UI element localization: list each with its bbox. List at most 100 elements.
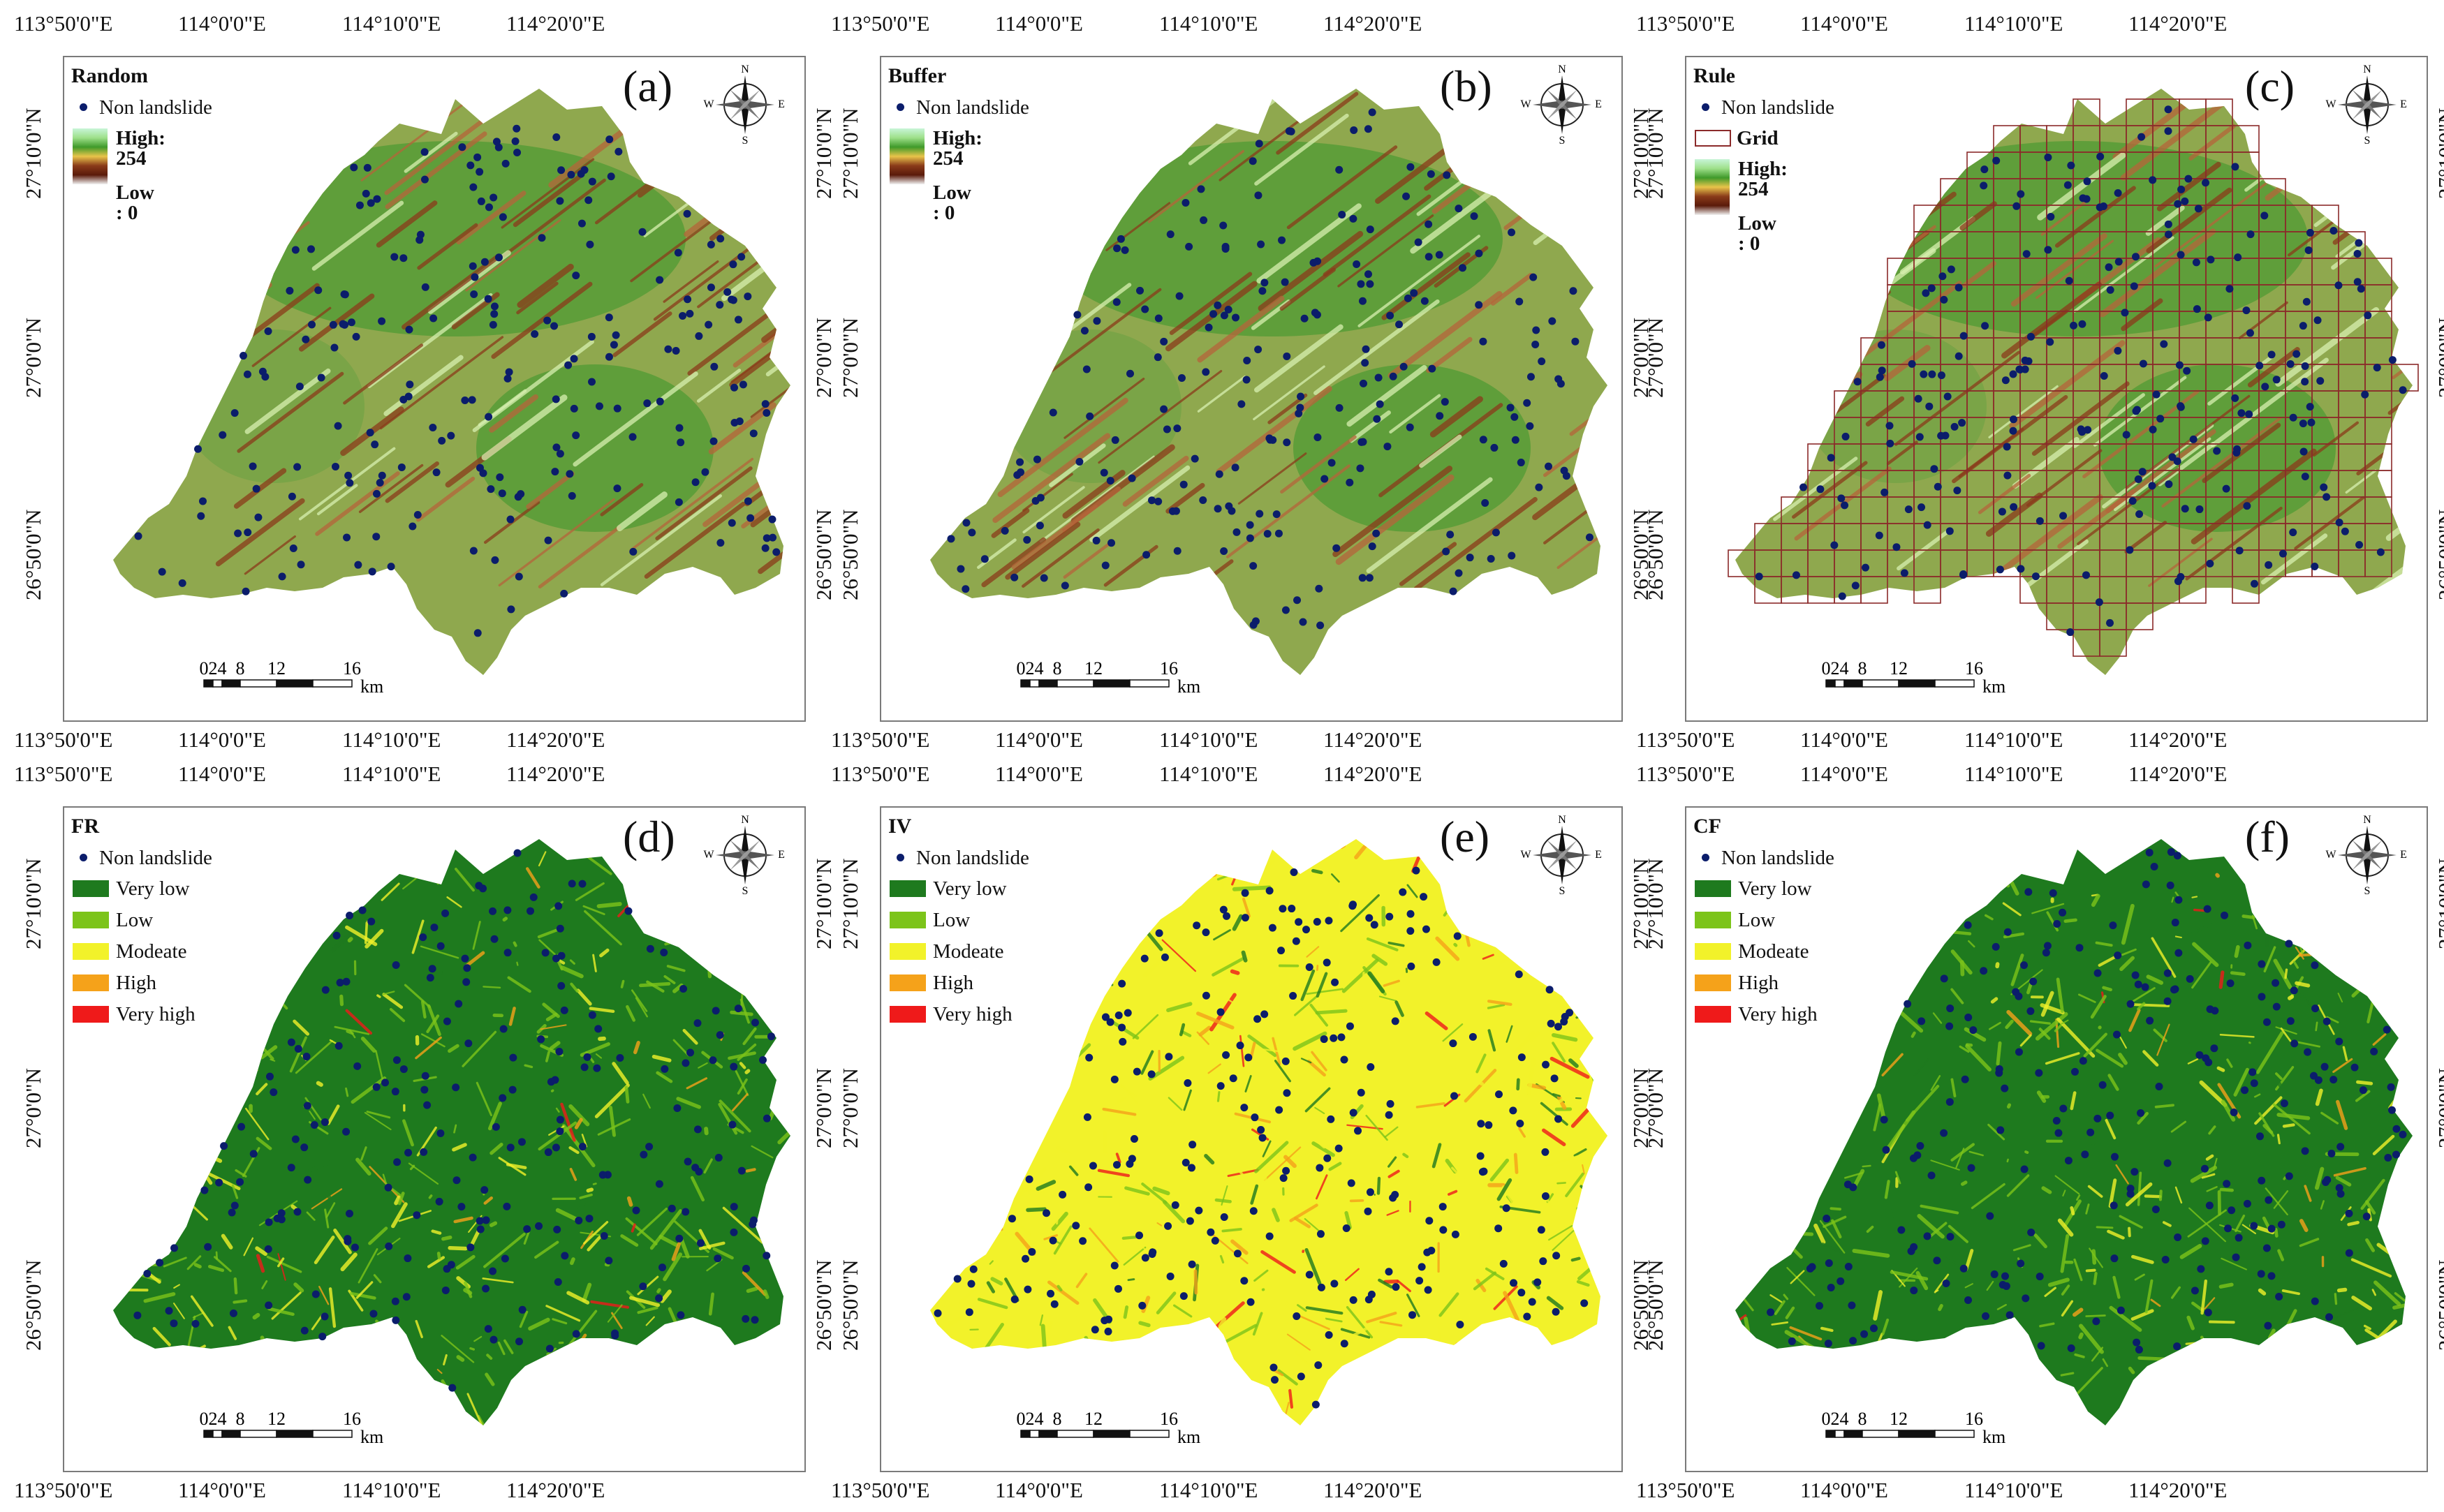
scale-unit-label: km [1982, 676, 2005, 697]
class-swatch [890, 943, 926, 960]
compass-s-label: S [742, 885, 749, 897]
legend-point-label: Non landslide [99, 96, 212, 119]
map-panel-cf: CF (f) N S E W Non landslide Very low Low Modeate… [1685, 806, 2428, 1472]
map-panel-buffer: Buffer (b) N S E W Non landslide High: 254 Low :… [880, 56, 1623, 722]
panel-label: (a) [623, 61, 673, 111]
scale-tick-label: 8 [1858, 1409, 1867, 1429]
latitude-label: 27°0'0"N [838, 317, 862, 398]
scale-tick-label: 2 [209, 1409, 218, 1429]
latitude-label: 26°50'0"N [811, 1259, 836, 1351]
panel-title: Buffer [888, 64, 947, 87]
longitude-label: 114°0'0"E [995, 1478, 1083, 1502]
legend-low-label: Low : 0 [933, 181, 971, 224]
longitude-label: 114°20'0"E [506, 11, 605, 36]
longitude-label: 114°10'0"E [342, 1478, 441, 1502]
compass-e-label: E [2400, 849, 2407, 861]
panel-title: CF [1693, 815, 1721, 838]
class-swatch [73, 912, 109, 928]
scale-unit-label: km [360, 1427, 383, 1447]
scale-tick-label: 8 [1053, 658, 1062, 679]
watershed-map [1728, 89, 2419, 675]
scale-tick-label: 12 [1084, 1409, 1103, 1429]
longitude-label: 113°50'0"E [831, 11, 930, 36]
longitude-label: 114°10'0"E [1159, 1478, 1258, 1502]
longitude-label: 114°10'0"E [1159, 762, 1258, 786]
watershed-map [1735, 839, 2413, 1425]
longitude-label: 114°10'0"E [342, 727, 441, 752]
class-swatch [890, 880, 926, 897]
non-landslide-points [947, 108, 1593, 630]
class-swatch [1695, 880, 1731, 897]
class-swatch [890, 974, 926, 991]
legend-low-label: Low : 0 [116, 181, 154, 224]
scale-tick-label: 2 [1026, 658, 1035, 679]
compass-e-label: E [1595, 98, 1602, 110]
longitude-label: 114°10'0"E [342, 762, 441, 786]
map-panel-random: Random (a) N S E W Non landslide High: 254 Low :… [63, 56, 806, 722]
latitude-label: 27°10'0"N [21, 108, 45, 199]
compass-n-label: N [741, 814, 749, 826]
scale-tick-label: 2 [1026, 1409, 1035, 1429]
legend-class-label: Modeate [933, 940, 1004, 963]
longitude-label: 113°50'0"E [831, 1478, 930, 1502]
latitude-label: 27°10'0"N [21, 858, 45, 949]
class-swatch [890, 1006, 926, 1023]
longitude-label: 114°10'0"E [342, 11, 441, 36]
longitude-label: 113°50'0"E [14, 11, 113, 36]
compass-n-label: N [2363, 64, 2371, 75]
class-swatch [73, 1006, 109, 1023]
scale-unit-label: km [1982, 1427, 2005, 1447]
legend-class-label: Very high [933, 1003, 1013, 1025]
map-panel-rule: Rule (c) N S E W Non landslide Grid High: 254 Low… [1685, 56, 2428, 722]
non-landslide-points [134, 124, 781, 637]
latitude-label: 27°0'0"N [2434, 1067, 2444, 1148]
latitude-label: 26°50'0"N [21, 1259, 45, 1351]
longitude-label: 113°50'0"E [1636, 11, 1735, 36]
legend-point-label: Non landslide [916, 96, 1029, 119]
legend-point-label: Non landslide [99, 847, 212, 869]
latitude-label: 27°0'0"N [811, 317, 836, 398]
compass-w-label: W [703, 98, 714, 110]
north-arrow-icon: N S E W [1520, 64, 1602, 147]
north-arrow-icon: N S E W [2325, 64, 2406, 147]
latitude-label: 26°50'0"N [838, 1259, 862, 1351]
legend-class-label: Very low [1738, 877, 1812, 900]
scale-tick-label: 12 [1890, 1409, 1908, 1429]
legend-class-label: Very high [1738, 1003, 1818, 1025]
scale-tick-label: 4 [218, 658, 227, 679]
scale-tick-label: 4 [1035, 658, 1044, 679]
scale-tick-label: 2 [209, 658, 218, 679]
longitude-label: 114°0'0"E [995, 11, 1083, 36]
compass-s-label: S [1559, 135, 1566, 147]
panel-title: Rule [1693, 64, 1735, 87]
elevation-ramp [73, 128, 108, 184]
legend-point-label: Non landslide [1721, 96, 1834, 119]
scale-tick-label: 16 [343, 1409, 361, 1429]
class-swatch [1695, 1006, 1731, 1023]
class-swatch [73, 974, 109, 991]
latitude-label: 27°10'0"N [2434, 858, 2444, 949]
panel-label: (b) [1440, 61, 1492, 111]
latitude-label: 26°50'0"N [1643, 509, 1668, 600]
watershed-map [930, 89, 1607, 675]
scale-tick-label: 2 [1831, 1409, 1840, 1429]
legend-class-label: Low [1738, 909, 1776, 931]
latitude-label: 27°0'0"N [21, 1067, 45, 1148]
legend-class-label: High [933, 972, 973, 994]
longitude-label: 114°0'0"E [178, 11, 266, 36]
scale-unit-label: km [1177, 1427, 1200, 1447]
latitude-label: 26°50'0"N [838, 509, 862, 600]
scale-tick-label: 12 [267, 658, 286, 679]
north-arrow-icon: N S E W [703, 64, 784, 147]
compass-s-label: S [2364, 135, 2371, 147]
latitude-label: 27°10'0"N [2434, 108, 2444, 199]
longitude-label: 114°0'0"E [178, 727, 266, 752]
longitude-label: 114°0'0"E [1800, 11, 1888, 36]
longitude-label: 113°50'0"E [1636, 762, 1735, 786]
terrain-valley [1042, 141, 1503, 336]
point-symbol-icon [1702, 854, 1709, 861]
scale-tick-label: 8 [236, 658, 245, 679]
